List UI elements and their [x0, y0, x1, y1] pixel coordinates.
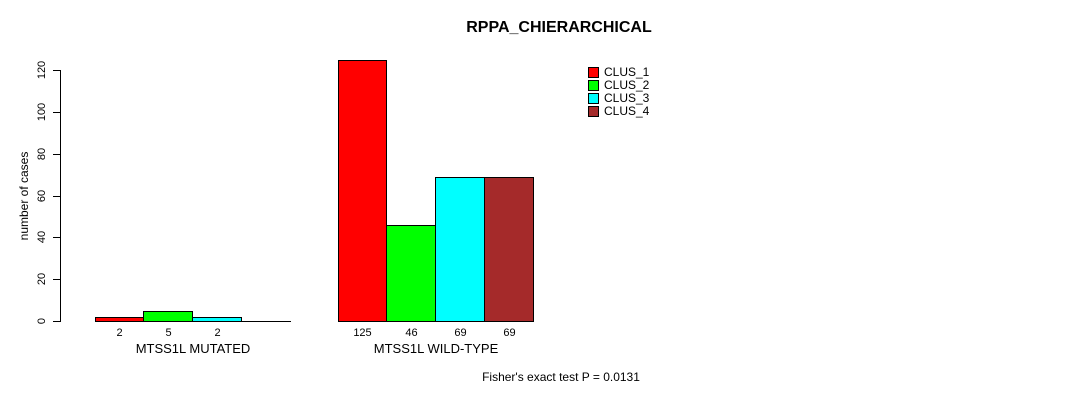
y-axis-tick — [53, 112, 60, 113]
legend-swatch-clus_4 — [588, 106, 599, 117]
legend-label-clus_4: CLUS_4 — [604, 104, 650, 118]
y-axis-tick — [53, 70, 60, 71]
bar-value-label: 2 — [116, 327, 123, 339]
legend-swatch-clus_2 — [588, 80, 599, 91]
y-axis-line — [60, 70, 61, 322]
group-label: MTSS1L WILD-TYPE — [373, 341, 499, 356]
y-axis-tick — [53, 279, 60, 280]
bar-value-label: 46 — [405, 327, 418, 339]
y-axis-tick — [53, 321, 60, 322]
bar-value-label: 69 — [454, 327, 467, 339]
legend-swatch-clus_1 — [588, 67, 599, 78]
fisher-test-annotation: Fisher's exact test P = 0.0131 — [482, 370, 640, 384]
bar-clus_1-group2 — [338, 60, 387, 322]
bar-value-label: 69 — [503, 327, 516, 339]
legend-label-clus_1: CLUS_1 — [604, 65, 650, 79]
group-label: MTSS1L MUTATED — [135, 341, 251, 356]
chart-title: RPPA_CHIERARCHICAL — [466, 19, 652, 36]
bar-value-label: 2 — [214, 327, 221, 339]
legend-label-clus_2: CLUS_2 — [604, 78, 650, 92]
bar-clus_3-group1 — [192, 317, 242, 322]
bar-clus_4-group1-zero — [241, 321, 291, 322]
legend-label-clus_3: CLUS_3 — [604, 91, 650, 105]
bar-clus_2-group1 — [143, 311, 193, 322]
bar-clus_4-group2 — [484, 177, 534, 322]
y-axis-tick — [53, 237, 60, 238]
legend-swatch-clus_3 — [588, 93, 599, 104]
bar-value-label: 125 — [353, 327, 372, 339]
y-axis-tick — [53, 154, 60, 155]
y-axis-tick — [53, 196, 60, 197]
bar-value-label: 5 — [165, 327, 172, 339]
bar-clus_3-group2 — [435, 177, 485, 322]
